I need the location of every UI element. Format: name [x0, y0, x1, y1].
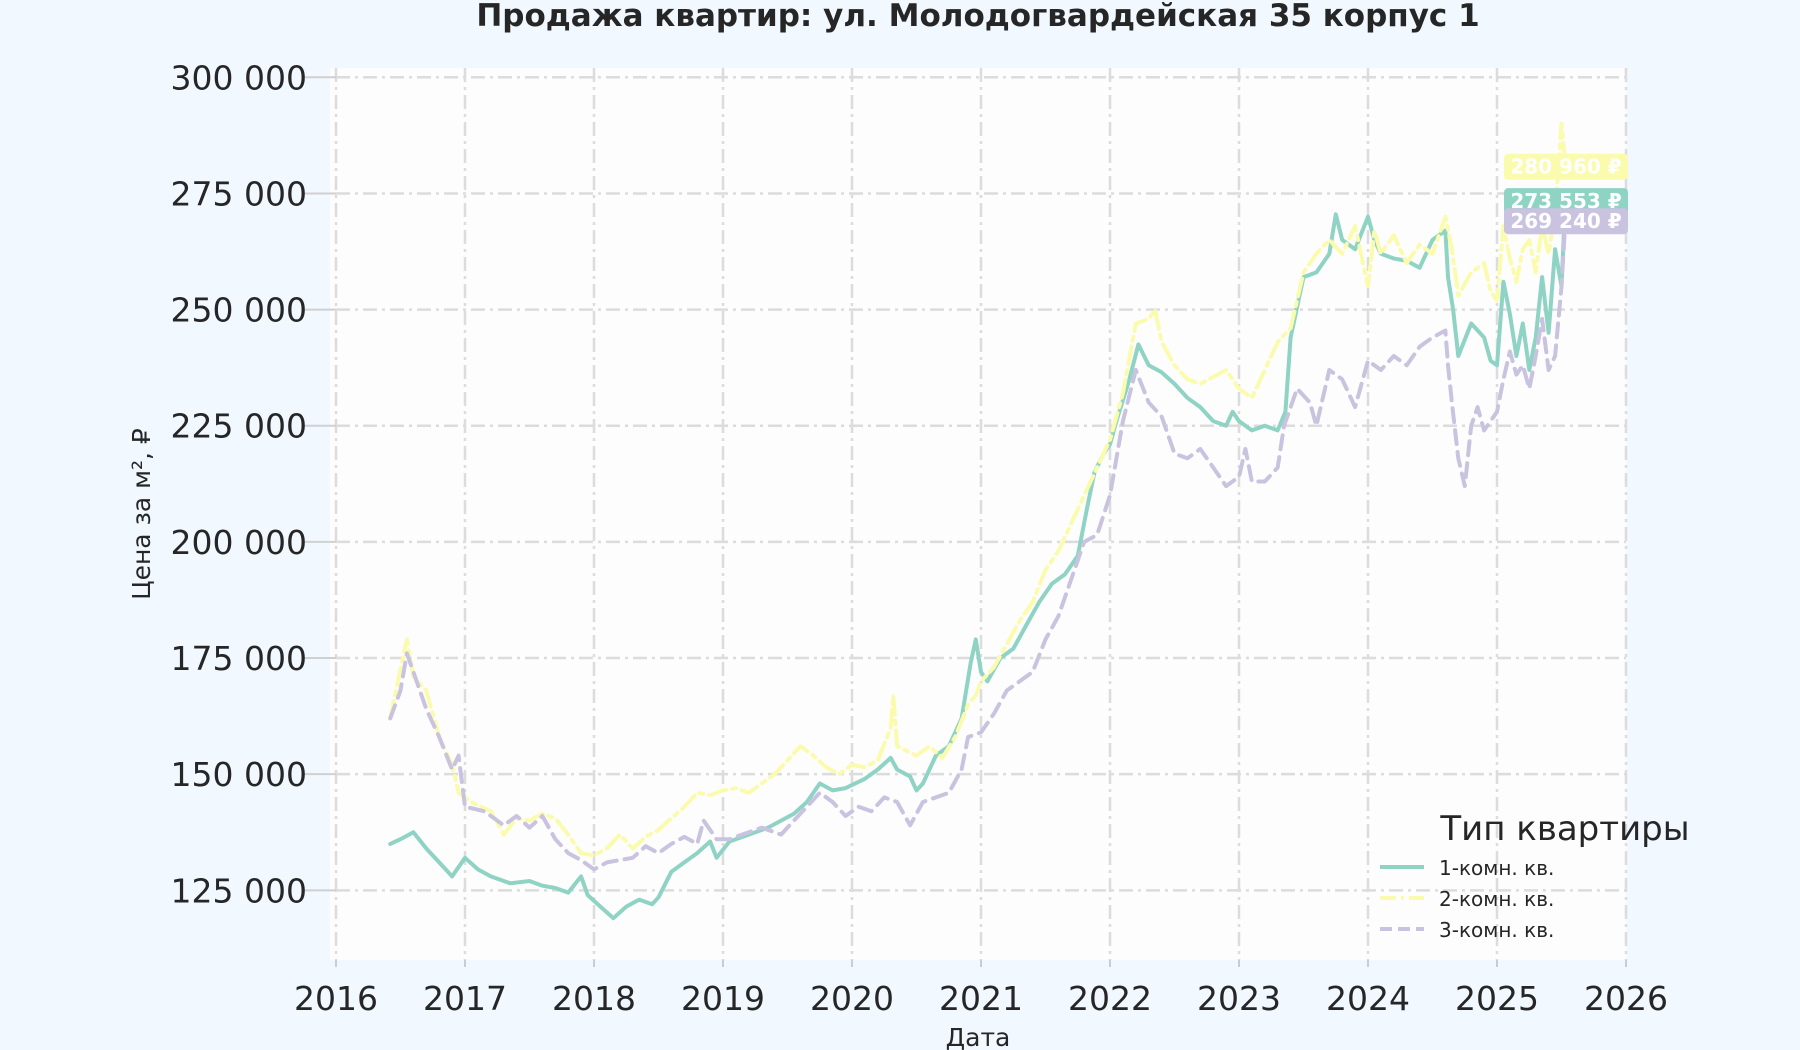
x-tick-label: 2021 [939, 979, 1023, 1018]
x-tick-label: 2026 [1584, 979, 1668, 1018]
x-tick-label: 2020 [810, 979, 894, 1018]
chart-title: Продажа квартир: ул. Молодогвардейская 3… [476, 0, 1479, 34]
legend-item-3: 3-комн. кв. [1439, 918, 1554, 942]
y-tick-label: 200 000 [171, 523, 307, 562]
plot-area [330, 68, 1626, 960]
x-axis-label: Дата [946, 1023, 1011, 1050]
series-line-2 [388, 121, 1568, 858]
x-tick-label: 2025 [1455, 979, 1539, 1018]
end-label-2: 280 960 ₽ [1510, 155, 1621, 179]
end-label-3: 269 240 ₽ [1510, 209, 1621, 233]
x-tick-label: 2016 [294, 979, 378, 1018]
series-lines [388, 121, 1568, 921]
y-tick-label: 300 000 [171, 58, 307, 97]
x-tick-label: 2017 [423, 979, 507, 1018]
x-tick-label: 2023 [1197, 979, 1281, 1018]
y-tick-label: 150 000 [171, 755, 307, 794]
x-tick-label: 2018 [552, 979, 636, 1018]
axes: 2016 2017 2018 2019 2020 2021 2022 2023 2024 2025… [171, 58, 1668, 1018]
x-tick-label: 2019 [681, 979, 765, 1018]
end-label-box-1 [1504, 188, 1628, 215]
y-tick-label: 225 000 [171, 407, 307, 446]
y-tick-label: 250 000 [171, 291, 307, 330]
series-line-3 [388, 218, 1568, 872]
legend: Тип квартиры 1-комн. кв. 2-комн. кв. 3-к… [1380, 809, 1690, 942]
legend-item-2: 2-комн. кв. [1439, 887, 1554, 911]
end-label-box-3 [1504, 208, 1628, 235]
y-axis-label: Цена за м², ₽ [127, 428, 156, 600]
end-label-box-2 [1504, 153, 1628, 180]
x-tick-label: 2024 [1326, 979, 1410, 1018]
legend-item-1: 1-комн. кв. [1439, 856, 1554, 880]
y-tick-label: 125 000 [171, 871, 307, 910]
series-line-1 [388, 198, 1568, 921]
legend-title: Тип квартиры [1439, 809, 1689, 849]
y-tick-label: 275 000 [171, 174, 307, 213]
end-labels: 280 960 ₽273 553 ₽269 240 ₽ [1504, 153, 1628, 235]
x-tick-label: 2022 [1068, 979, 1152, 1018]
y-tick-label: 175 000 [171, 639, 307, 678]
